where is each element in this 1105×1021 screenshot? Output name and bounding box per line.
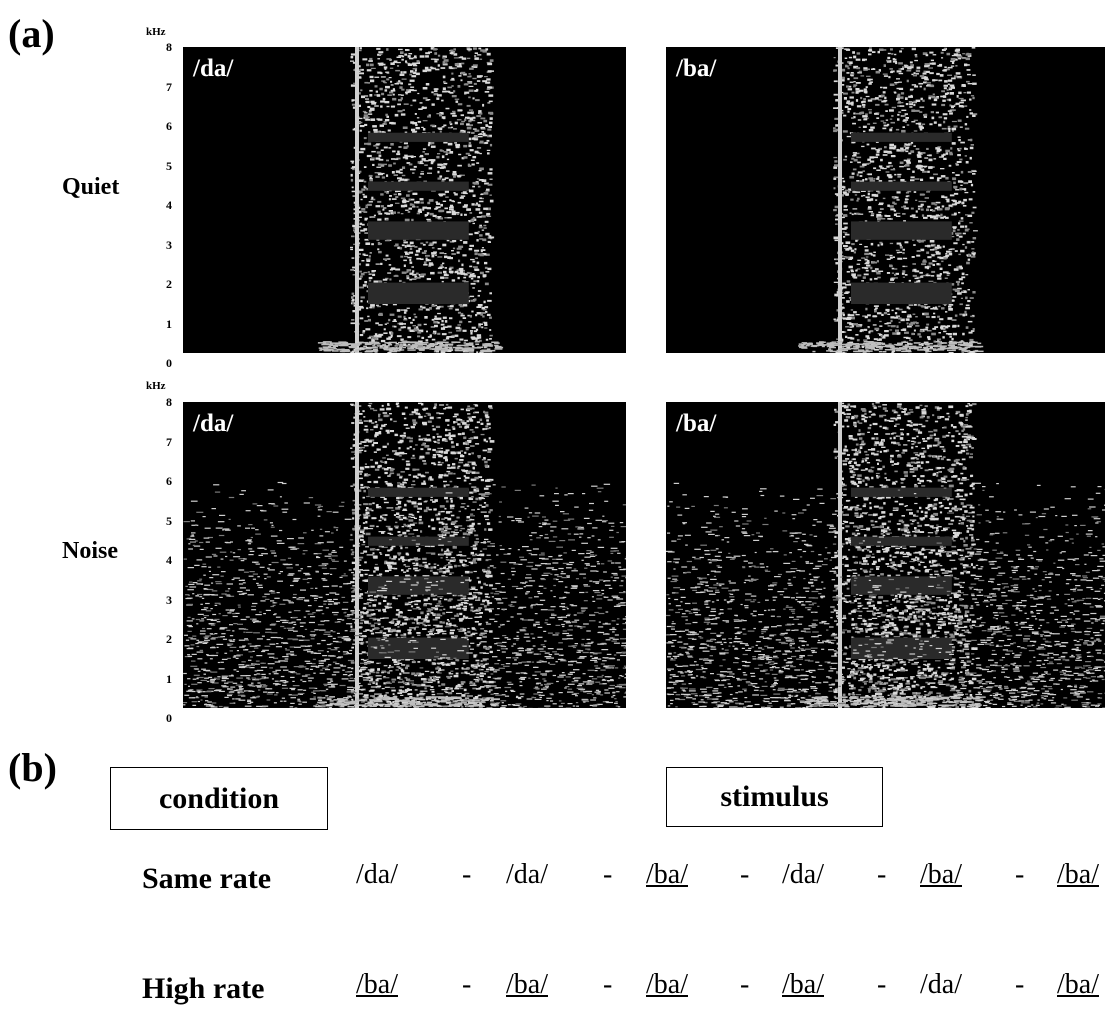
token-separator: - (877, 859, 887, 890)
y-axis-top-tick-7: 7 (166, 79, 172, 94)
token-separator: - (877, 969, 887, 1000)
y-axis-bottom-tick-4: 4 (166, 553, 172, 567)
y-unit-top: kHz (146, 26, 166, 38)
stimulus-token: /da/ (506, 859, 548, 890)
condition-header-box: condition (110, 767, 328, 830)
y-axis-top-tick-4: 4 (166, 198, 172, 212)
stimulus-token: /da/ (920, 969, 962, 1000)
token-separator: - (1015, 969, 1025, 1000)
stimulus-token: /ba/ (782, 969, 824, 1000)
token-separator: - (462, 969, 472, 1000)
spectrogram-quiet-ba: /ba/ (666, 47, 1105, 353)
token-separator: - (1015, 859, 1025, 890)
spectrogram-label: /ba/ (676, 410, 717, 437)
condition-label: High rate (142, 972, 265, 1005)
spectrogram-quiet-da: /da/ (183, 47, 626, 353)
spectrogram-label: /ba/ (676, 55, 717, 82)
token-separator: - (740, 859, 750, 890)
y-axis-top-tick-2: 2 (166, 277, 172, 291)
spectrogram-label: /da/ (193, 55, 234, 82)
y-axis-top-tick-3: 3 (166, 237, 172, 252)
y-axis-top-tick-6: 6 (166, 119, 172, 133)
spectrogram-label: /da/ (193, 410, 234, 437)
y-axis-bottom-tick-2: 2 (166, 632, 172, 646)
y-axis-top-tick-5: 5 (166, 158, 172, 173)
y-axis-top-tick-1: 1 (166, 316, 172, 331)
stimulus-header: stimulus (720, 780, 829, 813)
y-axis-top-tick-0: 0 (166, 356, 172, 370)
y-axis-bottom-tick-1: 1 (166, 671, 172, 686)
y-unit-bottom: kHz (146, 380, 166, 392)
stimulus-token: /ba/ (646, 969, 688, 1000)
y-axis-bottom-tick-8: 8 (166, 395, 172, 409)
y-axis-top-tick-8: 8 (166, 40, 172, 54)
token-separator: - (740, 969, 750, 1000)
token-separator: - (603, 969, 613, 1000)
token-separator: - (462, 859, 472, 890)
spectrogram-noise-da: /da/ (183, 402, 626, 708)
row-label-quiet: Quiet (62, 174, 120, 200)
condition-header: condition (158, 781, 280, 815)
y-axis-bottom-tick-5: 5 (166, 513, 172, 528)
stimulus-token: /ba/ (1057, 969, 1099, 1000)
stimulus-token: /ba/ (506, 969, 548, 1000)
condition-label: Same rate (142, 862, 272, 895)
y-axis-bottom-tick-7: 7 (166, 434, 172, 449)
stimulus-token: /da/ (782, 859, 824, 890)
y-axis-bottom-tick-6: 6 (166, 474, 172, 488)
stimulus-token: /ba/ (920, 859, 962, 890)
token-separator: - (603, 859, 613, 890)
stimulus-header-box: stimulus (666, 767, 883, 827)
stimulus-token: /ba/ (1057, 859, 1099, 890)
panel-b-letter: (b) (8, 745, 57, 790)
y-axis-bottom-tick-3: 3 (166, 592, 172, 607)
stimulus-token: /ba/ (356, 969, 398, 1000)
stimulus-token: /da/ (356, 859, 398, 890)
panel-a-letter: (a) (8, 11, 55, 56)
spectrogram-noise-ba: /ba/ (666, 402, 1105, 708)
stimulus-token: /ba/ (646, 859, 688, 890)
y-axis-bottom-tick-0: 0 (166, 711, 172, 725)
row-label-noise: Noise (62, 538, 118, 564)
